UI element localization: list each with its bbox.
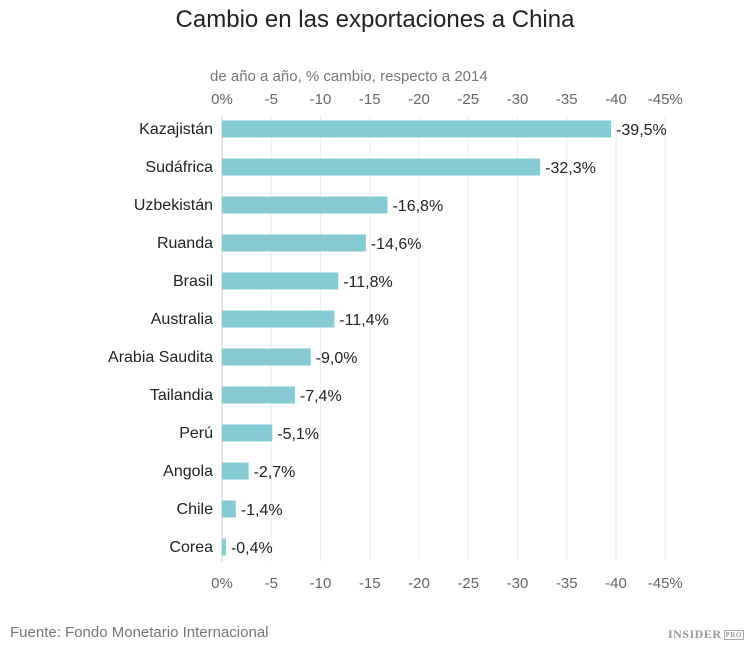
bar: [222, 272, 339, 290]
tick-label-top: -40: [605, 91, 627, 108]
bar: [222, 196, 388, 214]
bar: [222, 120, 612, 138]
data-label: -1,4%: [241, 502, 283, 519]
data-label: -7,4%: [300, 388, 342, 405]
category-label: Arabia Saudita: [108, 349, 213, 366]
bar: [222, 234, 366, 252]
chart-subtitle: de año a año, % cambio, respecto a 2014: [210, 68, 488, 85]
tick-label-bottom: -45%: [648, 575, 683, 592]
tick-label-bottom: -25: [457, 575, 479, 592]
category-label: Corea: [169, 539, 213, 556]
bar: [222, 348, 311, 366]
category-label: Perú: [179, 425, 213, 442]
bar: [222, 158, 541, 176]
tick-label-bottom: 0%: [211, 575, 233, 592]
category-label: Sudáfrica: [145, 159, 213, 176]
chart-title: Cambio en las exportaciones a China: [175, 6, 575, 33]
tick-label-bottom: -10: [310, 575, 332, 592]
category-label: Chile: [177, 501, 214, 518]
data-label: -11,4%: [339, 312, 389, 329]
category-label: Kazajistán: [139, 121, 213, 138]
bar: [222, 424, 273, 442]
insider-pro-logo: INSIDER PRO: [668, 627, 744, 641]
bar: [222, 386, 295, 404]
category-label: Australia: [151, 311, 213, 328]
bar: [222, 310, 335, 328]
data-label: -32,3%: [545, 160, 596, 177]
data-label: -5,1%: [277, 426, 319, 443]
category-label: Tailandia: [150, 387, 213, 404]
data-label: -0,4%: [231, 540, 273, 557]
category-label: Brasil: [173, 273, 213, 290]
data-label: -16,8%: [392, 198, 443, 215]
tick-label-top: -5: [265, 91, 278, 108]
tick-label-top: -35: [556, 91, 578, 108]
tick-label-bottom: -5: [265, 575, 278, 592]
category-label: Angola: [163, 463, 213, 480]
tick-label-top: -20: [408, 91, 430, 108]
data-label: -14,6%: [371, 236, 422, 253]
tick-label-top: -25: [457, 91, 479, 108]
bar: [222, 500, 236, 518]
tick-label-top: 0%: [211, 91, 233, 108]
data-label: -2,7%: [254, 464, 296, 481]
bar: [222, 462, 249, 480]
category-label: Uzbekistán: [134, 197, 213, 214]
data-label: -9,0%: [316, 350, 358, 367]
tick-label-top: -10: [310, 91, 332, 108]
tick-label-top: -45%: [648, 91, 683, 108]
bar: [222, 538, 226, 556]
tick-label-top: -15: [359, 91, 381, 108]
tick-label-bottom: -35: [556, 575, 578, 592]
source-note: Fuente: Fondo Monetario Internacional: [10, 624, 269, 641]
tick-label-bottom: -40: [605, 575, 627, 592]
tick-label-top: -30: [507, 91, 529, 108]
data-label: -11,8%: [343, 274, 393, 291]
tick-label-bottom: -30: [507, 575, 529, 592]
tick-label-bottom: -15: [359, 575, 381, 592]
category-label: Ruanda: [157, 235, 213, 252]
data-label: -39,5%: [616, 122, 667, 139]
tick-label-bottom: -20: [408, 575, 430, 592]
